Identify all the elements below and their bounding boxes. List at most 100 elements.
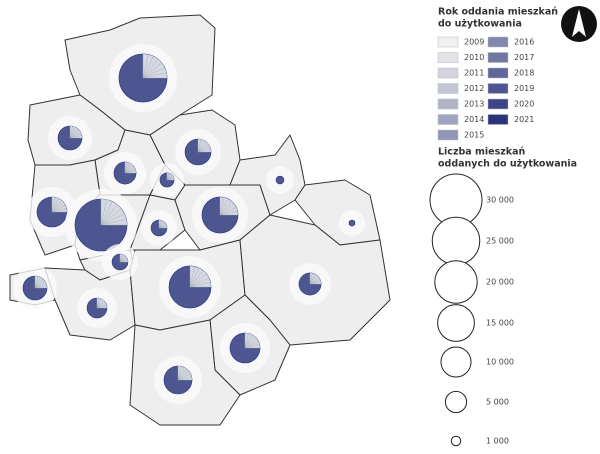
pie-slice-edge bbox=[69, 132, 81, 139]
legend-year: 2010 bbox=[464, 53, 484, 62]
pie-slice-edge bbox=[100, 201, 113, 226]
pie-slice-edge bbox=[189, 270, 204, 288]
pie-slice-edge bbox=[166, 175, 173, 181]
pie-slice-edge bbox=[34, 280, 45, 289]
legend-swatch bbox=[437, 52, 459, 63]
pie-slice-edge bbox=[309, 279, 321, 285]
legend-title: Rok oddania mieszkań bbox=[438, 7, 558, 18]
legend-swatch bbox=[487, 114, 509, 125]
pie-slice-edge bbox=[166, 176, 174, 181]
pie-slice-edge bbox=[166, 174, 172, 181]
pie-slice-edge bbox=[69, 127, 76, 139]
legend-size-circle bbox=[434, 260, 478, 304]
legend-year: 2016 bbox=[514, 38, 534, 47]
pie-slice-edge bbox=[177, 368, 187, 381]
pie-light-slice bbox=[245, 332, 261, 348]
pie-slice-edge bbox=[124, 164, 133, 174]
legend-title: Liczba mieszkań bbox=[438, 147, 525, 158]
legend-size-label: 25 000 bbox=[486, 237, 514, 246]
pie-slice-edge bbox=[69, 135, 82, 139]
legend-year: 2012 bbox=[464, 84, 484, 93]
pie-slice-edge bbox=[51, 202, 64, 213]
pie-slice-edge bbox=[158, 222, 166, 229]
pie-slice-edge bbox=[142, 67, 165, 79]
pie-light-slice bbox=[35, 275, 48, 288]
pie-slice-edge bbox=[219, 203, 235, 216]
pie-slice-edge bbox=[96, 298, 102, 309]
legend-size-circle bbox=[431, 216, 481, 266]
pie-slice-edge bbox=[51, 205, 66, 213]
pie-slice-edge bbox=[244, 338, 257, 349]
pie-slice-edge bbox=[197, 141, 207, 153]
legend-swatch bbox=[487, 36, 509, 48]
pie-slice-edge bbox=[219, 207, 237, 216]
pie-light-slice bbox=[101, 199, 127, 225]
legend-size-label: 30 000 bbox=[486, 196, 514, 205]
legend-swatch bbox=[437, 83, 459, 94]
pie-slice-edge bbox=[96, 303, 107, 309]
legend-size-circle bbox=[437, 304, 475, 342]
pie-slice-edge bbox=[219, 210, 238, 216]
pie-slice-edge bbox=[34, 282, 46, 289]
pie-slice-edge bbox=[197, 148, 211, 153]
legend-size-label: 5 000 bbox=[486, 398, 509, 407]
pie-light-slice bbox=[167, 172, 175, 180]
pie-slice-edge bbox=[189, 277, 210, 288]
pie-light-slice bbox=[143, 53, 168, 78]
pie-light-slice bbox=[159, 220, 167, 228]
pie-light-slice bbox=[97, 298, 107, 308]
legend-title: oddanych do użytkowania bbox=[438, 159, 577, 170]
pie-slice-edge bbox=[124, 168, 136, 174]
pie-slice-edge bbox=[158, 226, 167, 229]
pie-slice-edge bbox=[309, 281, 321, 285]
legend-swatch bbox=[487, 98, 509, 110]
legend-year: 2015 bbox=[464, 131, 484, 140]
legend-size-circle bbox=[450, 435, 462, 447]
legend-size-label: 20 000 bbox=[486, 278, 514, 287]
pie-slice-edge bbox=[219, 197, 225, 216]
pie-slice-edge bbox=[177, 367, 185, 381]
legend-swatch bbox=[437, 98, 459, 110]
pie-light-slice bbox=[178, 365, 193, 380]
pie-slice-edge bbox=[119, 255, 126, 263]
district-pie bbox=[348, 219, 356, 227]
legend-year: 2018 bbox=[514, 69, 534, 78]
pie-slice-edge bbox=[100, 208, 122, 226]
pie-slice-edge bbox=[69, 130, 80, 139]
pie-slice-edge bbox=[119, 254, 124, 263]
pie-slice-edge bbox=[96, 298, 100, 309]
legend-swatch bbox=[437, 129, 459, 141]
pie-slice-edge bbox=[158, 224, 167, 229]
pie-slice-edge bbox=[197, 143, 209, 153]
pie-slice-edge bbox=[309, 276, 319, 285]
legend-swatch bbox=[437, 67, 459, 79]
pie-light-slice bbox=[198, 139, 211, 152]
pie-slice-edge bbox=[219, 200, 232, 216]
pie-slice-edge bbox=[244, 344, 260, 349]
pie-slice-edge bbox=[69, 126, 73, 139]
pie-slice-edge bbox=[34, 278, 43, 289]
pie-slice-edge bbox=[166, 173, 169, 181]
pie-slice-edge bbox=[309, 273, 315, 285]
pie-slice-edge bbox=[96, 301, 105, 309]
legend-year: 2009 bbox=[464, 38, 484, 47]
pie-slice-edge bbox=[158, 220, 161, 229]
pie-slice-edge bbox=[119, 260, 128, 263]
pie-slice-edge bbox=[124, 170, 136, 174]
pie-light-slice bbox=[120, 254, 128, 262]
pie-slice-edge bbox=[51, 208, 67, 213]
legend-size-label: 15 000 bbox=[486, 319, 514, 328]
pie-light-slice bbox=[190, 265, 212, 287]
pie-slice-edge bbox=[124, 165, 134, 174]
pie-slice-edge bbox=[51, 197, 56, 213]
legend-year: 2019 bbox=[514, 84, 534, 93]
pie-slice-edge bbox=[177, 366, 182, 381]
pie-light-slice bbox=[220, 196, 239, 215]
legend-swatch bbox=[437, 114, 459, 125]
legend-size-circle bbox=[444, 390, 468, 414]
pie-slice-edge bbox=[142, 56, 154, 79]
pie-slice-edge bbox=[189, 282, 211, 288]
legend-title: do użytkowania bbox=[438, 19, 522, 30]
legend-swatch bbox=[487, 52, 509, 63]
